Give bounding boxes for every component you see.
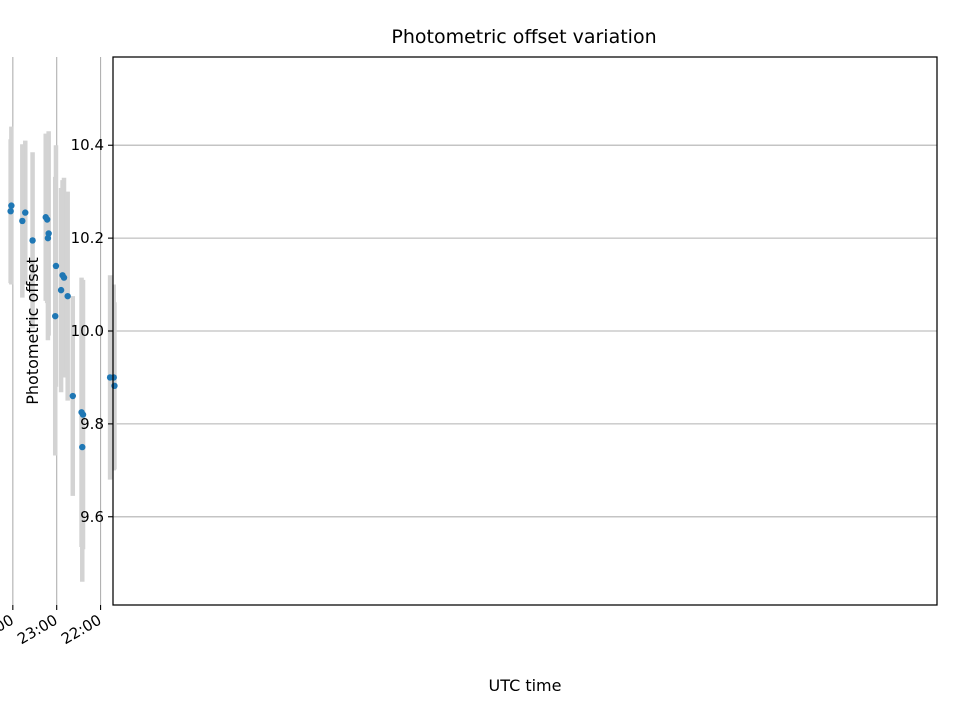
data-point bbox=[111, 382, 118, 389]
x-tick-label: 00:00 bbox=[0, 611, 17, 648]
data-point bbox=[44, 234, 52, 242]
x-tick-label: 22:00 bbox=[58, 611, 104, 648]
data-point bbox=[69, 392, 76, 400]
data-point bbox=[19, 217, 26, 225]
data-point bbox=[52, 262, 60, 270]
x-tick-label: 23:00 bbox=[14, 611, 60, 648]
data-point bbox=[106, 374, 114, 381]
data-point bbox=[7, 207, 14, 215]
data-point bbox=[57, 286, 65, 294]
y-tick-label: 9.6 bbox=[80, 508, 104, 526]
data-point bbox=[79, 443, 86, 451]
point-layer bbox=[7, 202, 118, 451]
data-point bbox=[59, 272, 66, 279]
y-axis-title: Photometric offset bbox=[23, 257, 42, 405]
x-axis-title: UTC time bbox=[489, 676, 562, 695]
data-point bbox=[29, 237, 36, 244]
y-tick-label: 10.4 bbox=[71, 136, 104, 154]
data-point bbox=[42, 214, 49, 221]
data-point bbox=[78, 409, 85, 416]
data-point bbox=[64, 292, 71, 300]
data-point bbox=[22, 209, 29, 216]
y-tick-label: 10.0 bbox=[71, 322, 104, 340]
y-tick-label: 10.2 bbox=[71, 229, 104, 247]
data-point bbox=[52, 312, 59, 320]
data-point bbox=[8, 202, 15, 209]
y-tick-label: 9.8 bbox=[80, 415, 104, 433]
chart-title: Photometric offset variation bbox=[391, 26, 656, 48]
grid-layer bbox=[12, 57, 937, 605]
